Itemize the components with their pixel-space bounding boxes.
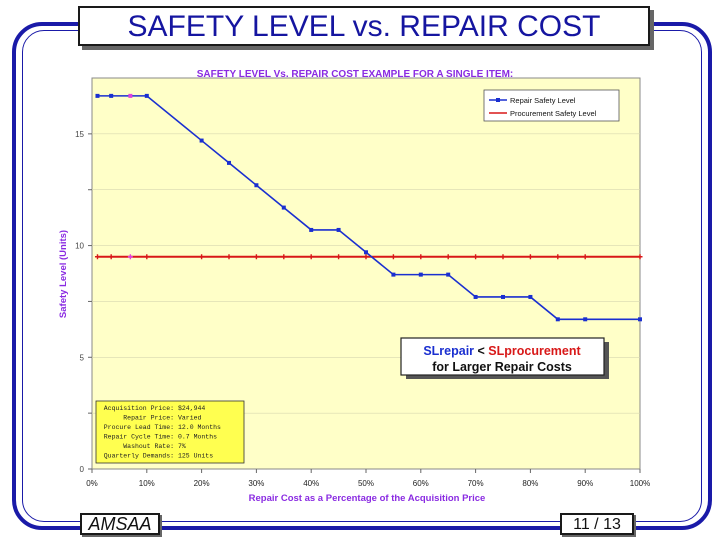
procurement-point [418, 254, 424, 260]
y-axis-label: Safety Level (Units) [58, 230, 69, 318]
parameter-value: 7% [178, 443, 186, 450]
y-tick-label: 10 [75, 242, 84, 251]
repair-point [128, 93, 133, 98]
parameter-value: 12.0 Months [178, 424, 221, 431]
annotation-line-1: SLrepair < SLprocurement [423, 344, 581, 358]
procurement-point [308, 254, 314, 260]
x-tick-label: 20% [194, 479, 210, 488]
procurement-point [226, 254, 232, 260]
procurement-point [445, 254, 451, 260]
annotation-line-2: for Larger Repair Costs [432, 360, 572, 374]
repair-point [281, 205, 286, 210]
x-tick-label: 100% [630, 479, 650, 488]
slide-title: SAFETY LEVEL vs. REPAIR COST [127, 10, 601, 43]
x-tick-label: 10% [139, 479, 155, 488]
procurement-point [363, 254, 369, 260]
slide-title-box: SAFETY LEVEL vs. REPAIR COST [78, 6, 650, 46]
procurement-point [94, 254, 100, 260]
repair-point [227, 160, 231, 165]
procurement-point [500, 254, 506, 260]
legend-box [483, 89, 620, 122]
y-tick-label: 0 [80, 465, 85, 474]
annotation-line1-a: SLrepair [423, 344, 474, 358]
repair-series-line [97, 95, 640, 321]
repair-point [336, 227, 341, 232]
parameter-label: Washout Rate: [123, 443, 174, 450]
parameter-value: $24,944 [178, 405, 205, 412]
x-tick-label: 30% [248, 479, 264, 488]
parameter-label: Procure Lead Time: [104, 424, 174, 431]
y-tick-label: 15 [75, 130, 84, 139]
procurement-point [108, 254, 114, 260]
parameter-label: Repair Price: [123, 415, 174, 422]
footer-label: AMSAA [80, 513, 160, 535]
repair-point [254, 183, 259, 188]
procurement-point [144, 254, 150, 260]
chart-title: SAFETY LEVEL Vs. REPAIR COST EXAMPLE FOR… [197, 69, 514, 80]
legend-repair-marker [496, 98, 500, 102]
repair-point [364, 250, 368, 255]
repair-point [309, 227, 314, 232]
y-tick-label: 5 [80, 353, 85, 362]
repair-point [95, 93, 100, 98]
parameter-label: Quarterly Demands: [104, 453, 174, 460]
repair-point [638, 317, 642, 322]
repair-point [418, 272, 423, 277]
annotation-line1-c: SLprocurement [488, 344, 581, 358]
parameter-value: 0.7 Months [178, 434, 217, 441]
procurement-point [582, 254, 588, 260]
procurement-point [527, 254, 533, 260]
repair-point [144, 93, 149, 98]
procurement-point [473, 254, 479, 260]
procurement-point [390, 254, 396, 260]
procurement-point [199, 254, 205, 260]
procurement-point [253, 254, 259, 260]
procurement-point [555, 254, 561, 260]
annotation-box [400, 337, 605, 376]
repair-point [583, 317, 588, 322]
x-tick-label: 50% [358, 479, 374, 488]
repair-point [199, 138, 204, 143]
x-axis-label: Repair Cost as a Percentage of the Acqui… [249, 493, 486, 504]
repair-point [473, 294, 478, 299]
x-tick-label: 90% [577, 479, 593, 488]
legend-procurement-label: Procurement Safety Level [510, 109, 597, 118]
repair-point [555, 317, 560, 322]
x-tick-label: 80% [522, 479, 538, 488]
page-number: 11 / 13 [560, 513, 634, 535]
annotation-line1-b: < [474, 344, 488, 358]
parameter-label: Acquisition Price: [104, 405, 174, 412]
procurement-point [336, 254, 342, 260]
repair-point [109, 93, 114, 98]
procurement-point [281, 254, 287, 260]
parameter-value: 125 Units [178, 453, 213, 460]
parameter-label: Repair Cycle Time: [104, 434, 174, 441]
x-tick-label: 40% [303, 479, 319, 488]
repair-point [501, 294, 505, 299]
x-tick-label: 60% [413, 479, 429, 488]
repair-point [391, 272, 396, 277]
legend-repair-label: Repair Safety Level [510, 96, 576, 105]
x-tick-label: 70% [468, 479, 484, 488]
procurement-point [637, 254, 643, 260]
parameter-box [95, 400, 245, 464]
procurement-point [127, 254, 133, 260]
x-tick-label: 0% [86, 479, 98, 488]
repair-point [528, 294, 533, 299]
repair-point [446, 272, 451, 277]
parameter-value: Varied [178, 415, 202, 422]
